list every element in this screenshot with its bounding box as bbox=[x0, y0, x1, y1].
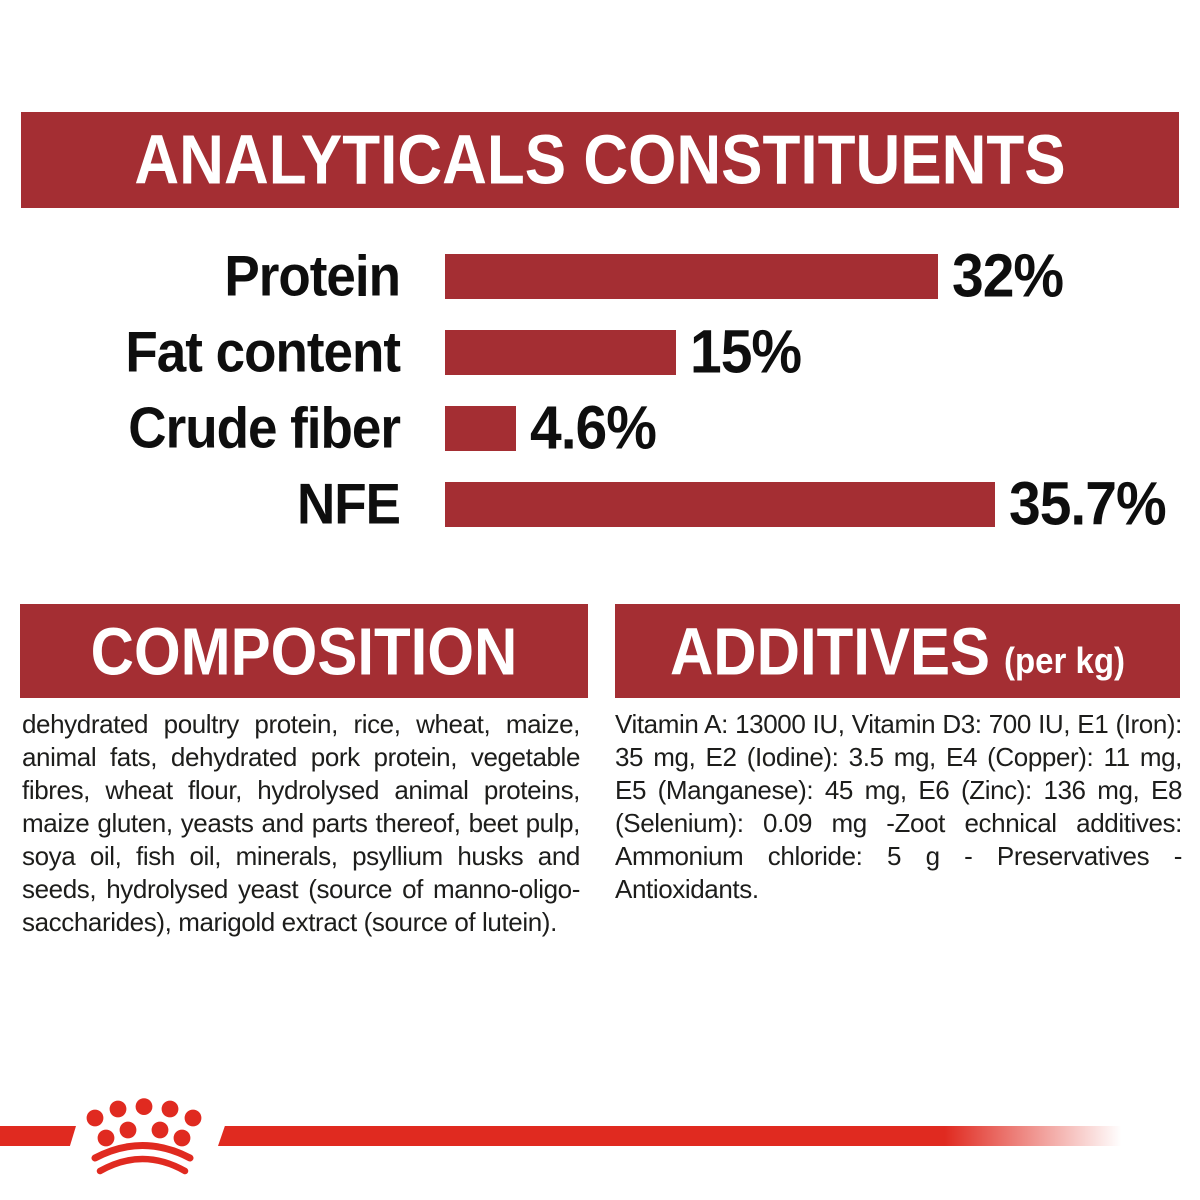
additives-per-kg-label: (per kg) bbox=[1004, 640, 1126, 681]
analyticals-constituents-title: ANALYTICALS CONSTITUENTS bbox=[134, 121, 1066, 199]
chart-bar bbox=[445, 405, 516, 451]
additives-banner: ADDITIVES (per kg) bbox=[615, 604, 1180, 698]
composition-text: dehydrated poultry protein, rice, wheat,… bbox=[22, 709, 580, 937]
chart-category-label: NFE bbox=[297, 472, 401, 536]
chart-category-label: Fat content bbox=[125, 320, 401, 384]
chart-row: Fat content 15% bbox=[0, 314, 1200, 390]
composition-banner: COMPOSITION bbox=[20, 604, 588, 698]
composition-title: COMPOSITION bbox=[90, 613, 518, 689]
chart-value-label: 35.7% bbox=[1009, 469, 1167, 539]
brand-line-right-segment bbox=[218, 1126, 1200, 1146]
chart-row: NFE 35.7% bbox=[0, 466, 1200, 542]
additives-title: ADDITIVES bbox=[669, 613, 991, 689]
chart-value-label: 4.6% bbox=[530, 393, 657, 463]
chart-bar bbox=[445, 253, 938, 299]
chart-row: Crude fiber 4.6% bbox=[0, 390, 1200, 466]
chart-category-label: Protein bbox=[224, 244, 401, 308]
chart-value-label: 32% bbox=[952, 241, 1064, 311]
royal-canin-crown-logo-icon bbox=[86, 1098, 202, 1175]
chart-category-label: Crude fiber bbox=[128, 396, 401, 460]
bar-chart: Protein 32% Fat content 15% Crude fiber 4.6% N… bbox=[0, 238, 1200, 542]
brand-line-left-segment bbox=[0, 1126, 76, 1146]
chart-bar bbox=[445, 481, 995, 527]
additives-text: Vitamin A: 13000 IU, Vitamin D3: 700 IU,… bbox=[615, 709, 1182, 904]
analyticals-constituents-banner: ANALYTICALS CONSTITUENTS bbox=[21, 112, 1179, 208]
chart-value-label: 15% bbox=[690, 317, 802, 387]
chart-row: Protein 32% bbox=[0, 238, 1200, 314]
chart-bar bbox=[445, 329, 676, 375]
